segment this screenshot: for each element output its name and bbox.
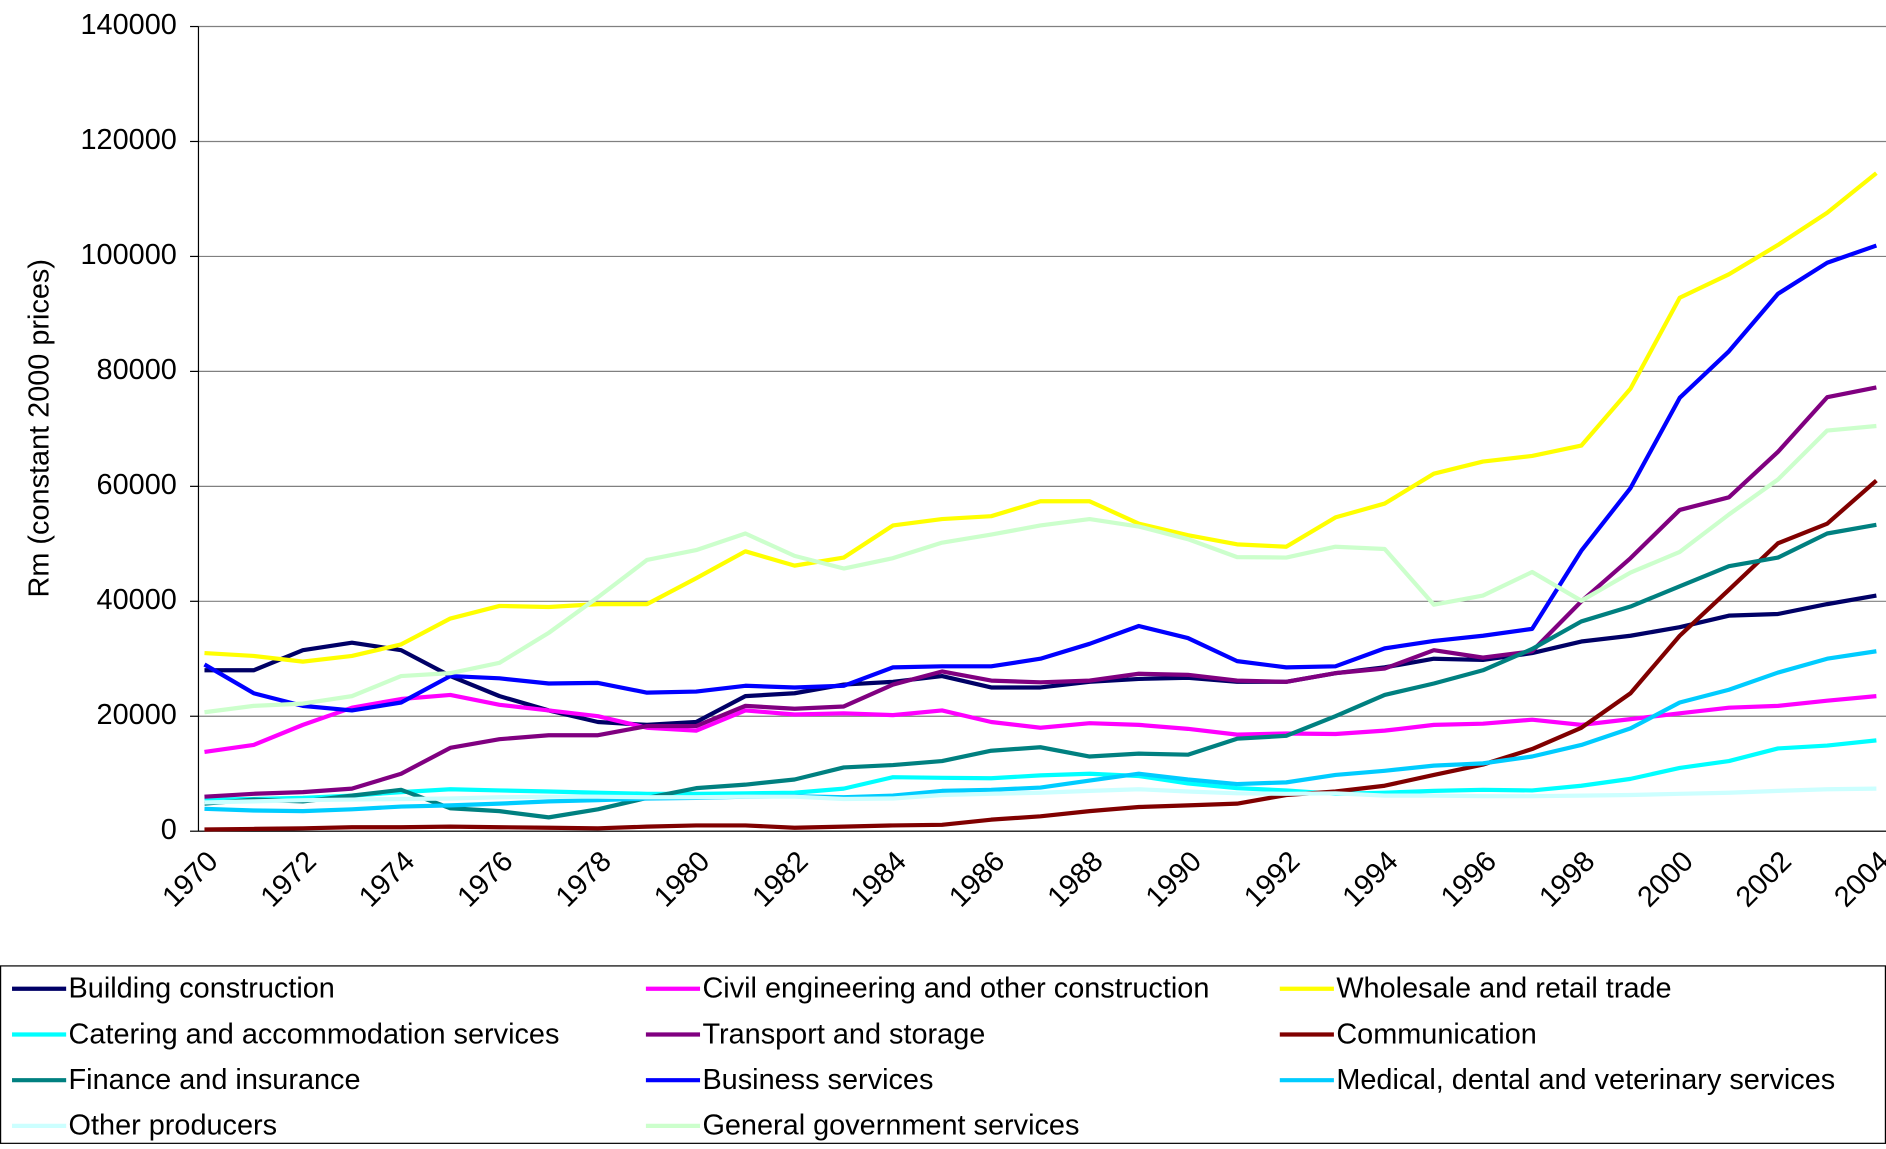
legend-label: Civil engineering and other construction <box>702 973 1209 1005</box>
series-line <box>204 692 1877 755</box>
legend-label: Finance and insurance <box>69 1064 361 1096</box>
y-tick-label: 100000 <box>81 239 177 271</box>
y-tick-label: 40000 <box>97 584 177 616</box>
y-tick-label: 0 <box>161 814 177 846</box>
x-tick-label: 1994 <box>1337 845 1405 913</box>
legend-label: Catering and accommodation services <box>69 1018 560 1050</box>
y-tick-label: 80000 <box>97 354 177 386</box>
legend-label: Wholesale and retail trade <box>1336 973 1671 1005</box>
x-tick-label: 1978 <box>550 845 618 913</box>
y-tick-label: 60000 <box>97 469 177 501</box>
legend-box <box>0 965 1886 1144</box>
legend-label: General government services <box>702 1110 1079 1142</box>
series-line <box>204 423 1877 715</box>
x-tick-label: 2000 <box>1632 845 1700 913</box>
series-line <box>204 522 1877 820</box>
x-tick-label: 1972 <box>255 845 323 913</box>
series-line <box>204 649 1877 814</box>
series-line <box>204 479 1878 832</box>
legend-label: Medical, dental and veterinary services <box>1336 1064 1835 1096</box>
y-tick-label: 140000 <box>81 9 177 41</box>
x-tick-label: 1982 <box>746 845 814 913</box>
series-line <box>204 738 1877 802</box>
x-tick-label: 2002 <box>1730 845 1798 913</box>
series-line <box>204 593 1877 727</box>
legend-label: Communication <box>1336 1018 1536 1050</box>
y-axis-title: Rm (constant 2000 prices) <box>24 259 56 597</box>
legend-label: Other producers <box>69 1110 278 1142</box>
x-tick-label: 1984 <box>845 845 913 913</box>
series-line <box>203 243 1878 713</box>
legend-label: Transport and storage <box>702 1018 985 1050</box>
legend-label: Business services <box>702 1064 933 1096</box>
y-tick-label: 120000 <box>81 124 177 156</box>
series-line <box>204 171 1878 664</box>
x-tick-label: 2004 <box>1828 845 1886 913</box>
x-tick-label: 1998 <box>1533 845 1601 913</box>
series-line <box>204 786 1877 805</box>
x-tick-label: 1988 <box>1042 845 1110 913</box>
series-line <box>204 385 1877 799</box>
legend-label: Building construction <box>69 973 335 1005</box>
x-tick-label: 1992 <box>1238 845 1306 913</box>
x-tick-label: 1970 <box>156 845 224 913</box>
x-tick-label: 1974 <box>353 845 421 913</box>
x-tick-label: 1980 <box>648 845 716 913</box>
x-tick-label: 1976 <box>451 845 519 913</box>
x-tick-label: 1990 <box>1140 845 1208 913</box>
x-tick-label: 1986 <box>943 845 1011 913</box>
y-tick-label: 20000 <box>97 699 177 731</box>
x-tick-label: 1996 <box>1435 845 1503 913</box>
